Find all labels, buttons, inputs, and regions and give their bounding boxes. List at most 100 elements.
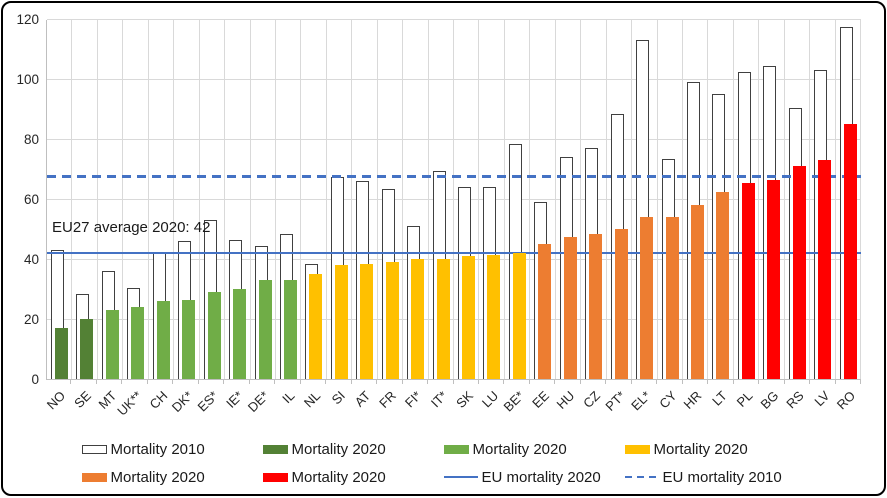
green-swatch-icon — [443, 444, 469, 454]
orange-swatch-icon — [81, 472, 107, 482]
gridline-y-40 — [47, 259, 861, 260]
bar-2020-EL* — [640, 217, 654, 379]
x-category-LU: LU — [479, 380, 505, 428]
gridline-y-60 — [47, 199, 861, 200]
bar-column-SE — [72, 20, 98, 379]
x-tick — [783, 380, 785, 384]
x-tick — [452, 380, 454, 384]
x-tick-label-DE*: DE* — [244, 388, 272, 415]
x-tick — [121, 380, 123, 384]
bar-column-IL — [276, 20, 302, 379]
x-tick — [834, 380, 836, 384]
x-category-NO: NO — [43, 380, 72, 428]
red-swatch-icon — [262, 472, 288, 482]
gridline-y-120 — [47, 19, 861, 20]
x-category-RS: RS — [783, 380, 811, 428]
x-category-SE: SE — [70, 380, 97, 428]
bar-2020-SK — [462, 256, 475, 379]
bar-2020-LU — [487, 254, 501, 379]
y-tick-label-20: 20 — [23, 312, 39, 327]
legend-item-mortality-2020-orange: Mortality 2020 — [81, 469, 263, 486]
legend-item-mortality-2010: Mortality 2010 — [81, 440, 263, 458]
bar-column-CH — [149, 20, 175, 379]
bar-column-NO — [47, 20, 73, 379]
x-tick — [223, 380, 225, 384]
x-tick — [299, 380, 301, 384]
legend-label: EU mortality 2010 — [662, 468, 782, 486]
bar-column-HR — [683, 20, 709, 379]
x-tick-label-LT: LT — [709, 388, 731, 409]
x-tick-label-EE: EE — [529, 388, 552, 411]
x-tick-label-FR: FR — [376, 388, 400, 411]
legend-item-mortality-2020-darkgreen: Mortality 2020 — [262, 440, 444, 458]
legend-label: EU mortality 2020 — [481, 468, 601, 486]
x-tick — [732, 380, 734, 384]
x-tick — [554, 380, 556, 384]
x-axis: NO SE MT UK** CH DK* ES* IE* DE* IL NL SI AT FR FI* IT*… — [43, 380, 861, 428]
x-category-IE*: IE* — [223, 380, 250, 428]
bar-column-DK* — [174, 20, 200, 379]
bar-column-LV — [810, 20, 836, 379]
x-tick-label-HR: HR — [680, 388, 705, 412]
x-tick — [681, 380, 683, 384]
plot-area: EU27 average 2020: 42 — [46, 19, 861, 380]
x-category-FI*: FI* — [402, 380, 429, 428]
bar-columns — [47, 20, 861, 379]
bar-column-UK** — [123, 20, 149, 379]
x-tick-label-HU: HU — [553, 388, 578, 412]
x-category-SI: SI — [326, 380, 352, 428]
bar-2020-UK** — [131, 307, 145, 379]
bar-column-DE* — [251, 20, 276, 379]
bar-2020-CY — [665, 217, 679, 379]
legend-label: Mortality 2020 — [291, 440, 386, 458]
x-tick-label-SK: SK — [452, 388, 476, 411]
x-tick-label-SI: SI — [328, 388, 349, 408]
x-tick-label-NO: NO — [43, 388, 69, 413]
x-category-AT: AT — [352, 380, 378, 428]
x-tick — [809, 380, 811, 384]
white-bar-swatch-icon — [81, 444, 107, 454]
bar-2020-ES* — [207, 292, 221, 379]
bar-2020-HU — [563, 236, 577, 379]
x-tick-label-BG: BG — [757, 388, 782, 412]
x-tick-label-EL*: EL* — [628, 388, 654, 414]
legend-row-1: Mortality 2010 Mortality 2020 Mortality … — [3, 435, 884, 463]
bar-2020-IE* — [233, 289, 247, 379]
x-tick-label-AT: AT — [352, 388, 374, 410]
yellow-swatch-icon — [624, 444, 650, 454]
x-tick — [605, 380, 607, 384]
legend-item-mortality-2020-green: Mortality 2020 — [443, 441, 625, 458]
x-tick — [427, 380, 429, 384]
x-category-PT*: PT* — [602, 380, 632, 428]
bar-column-LT — [708, 20, 734, 379]
x-category-IT*: IT* — [428, 380, 454, 428]
bar-2020-LT — [716, 191, 730, 379]
gridline-y-20 — [47, 319, 861, 320]
x-category-HU: HU — [553, 380, 581, 428]
x-category-LT: LT — [708, 380, 734, 428]
bar-2020-IT* — [436, 259, 450, 379]
x-tick-label-SE: SE — [70, 388, 94, 411]
bar-2020-LV — [818, 160, 832, 379]
x-category-BG: BG — [757, 380, 785, 428]
x-category-CY: CY — [656, 380, 683, 428]
bar-column-ES* — [200, 20, 226, 379]
legend-label: Mortality 2010 — [110, 440, 205, 458]
bar-2020-BE* — [512, 253, 526, 379]
bar-2020-RS — [792, 166, 806, 379]
legend: Mortality 2010 Mortality 2020 Mortality … — [3, 435, 884, 491]
y-tick-label-40: 40 — [23, 252, 39, 267]
bar-column-BE* — [505, 20, 531, 379]
bar-2020-FI* — [411, 259, 425, 379]
legend-item-eu-mortality-2020: EU mortality 2020 — [443, 468, 625, 486]
x-category-RO: RO — [833, 380, 861, 428]
bar-2020-NL — [309, 274, 323, 379]
x-category-EE: EE — [529, 380, 556, 428]
x-category-MT: MT — [95, 380, 123, 428]
x-tick-label-PL: PL — [733, 388, 756, 410]
x-tick — [376, 380, 378, 384]
x-tick — [146, 380, 148, 384]
x-tick-label-ES*: ES* — [194, 388, 221, 415]
y-tick-label-60: 60 — [23, 192, 39, 207]
